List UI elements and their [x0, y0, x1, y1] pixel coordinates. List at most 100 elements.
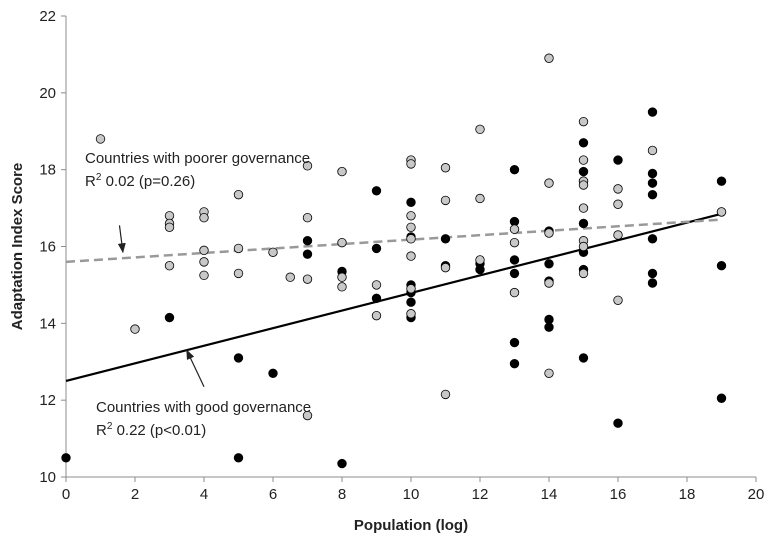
data-point — [544, 228, 554, 238]
x-tick-label: 2 — [131, 486, 139, 503]
data-point — [716, 176, 727, 186]
data-point — [233, 189, 244, 200]
data-point — [95, 134, 106, 144]
data-point — [647, 168, 658, 179]
data-point — [544, 259, 554, 269]
data-point — [302, 410, 313, 421]
data-point — [337, 458, 347, 469]
data-point — [647, 189, 658, 200]
data-point — [475, 124, 485, 135]
data-point — [578, 180, 589, 190]
data-point — [509, 237, 520, 248]
data-point — [647, 178, 658, 188]
data-point — [578, 268, 589, 279]
data-point — [647, 268, 658, 279]
data-point — [371, 310, 382, 321]
annotation-arrow — [117, 225, 126, 254]
data-point — [613, 155, 623, 165]
data-point — [406, 297, 416, 307]
data-point — [61, 453, 71, 463]
data-point — [440, 163, 451, 173]
data-point — [475, 255, 485, 265]
data-point — [647, 107, 658, 117]
data-point — [199, 270, 209, 281]
data-point — [578, 203, 589, 213]
data-point — [406, 159, 416, 169]
data-point — [578, 155, 589, 165]
data-point — [371, 186, 382, 196]
data-point — [406, 211, 416, 221]
data-point — [406, 234, 416, 244]
y-tick-label: 10 — [39, 469, 56, 486]
data-point — [716, 393, 727, 403]
annotation-text: R2 0.22 (p<0.01) — [96, 421, 206, 439]
data-point — [440, 195, 451, 206]
r-squared-label: R — [85, 173, 96, 190]
data-point — [164, 261, 175, 271]
x-tick-label: 8 — [338, 486, 346, 503]
data-point — [164, 222, 175, 232]
data-point — [578, 116, 589, 127]
data-point — [613, 184, 623, 194]
data-point — [544, 53, 554, 63]
data-point — [509, 224, 520, 234]
data-point — [406, 284, 416, 294]
x-axis-title: Population (log) — [354, 517, 468, 534]
data-point — [371, 243, 382, 254]
data-point — [509, 268, 520, 279]
data-point — [716, 207, 727, 217]
data-point — [509, 287, 520, 298]
data-point — [544, 178, 554, 188]
data-point — [164, 312, 175, 323]
data-point — [337, 272, 347, 282]
data-point — [406, 251, 416, 261]
data-point — [302, 249, 313, 259]
axes: 0 2 4 6 8 10 12 14 16 18 2010121416182022Populatio… — [9, 8, 764, 534]
data-point — [406, 309, 416, 319]
data-point — [233, 268, 244, 279]
data-point — [233, 243, 244, 254]
y-tick-label: 22 — [39, 8, 56, 25]
data-point — [199, 245, 209, 256]
data-point — [302, 161, 313, 171]
x-tick-label: 10 — [403, 486, 420, 503]
data-point — [285, 272, 295, 282]
data-point — [509, 358, 520, 369]
r-squared-superscript: 2 — [96, 172, 102, 183]
data-point — [613, 295, 623, 305]
x-tick-label: 0 — [62, 486, 70, 503]
data-point — [371, 280, 382, 290]
data-point — [440, 234, 451, 244]
x-tick-label: 12 — [472, 486, 489, 503]
data-point — [509, 337, 520, 348]
data-point — [337, 237, 347, 248]
x-tick-label: 20 — [748, 486, 765, 503]
data-point — [268, 247, 278, 257]
data-point — [613, 199, 623, 209]
data-point — [647, 145, 658, 156]
r-squared-value: 0.22 (p<0.01) — [112, 422, 206, 439]
x-tick-label: 14 — [541, 486, 558, 503]
data-point — [337, 282, 347, 292]
data-point — [475, 264, 485, 275]
annotation-text: Countries with good governance — [96, 399, 311, 416]
data-point — [509, 164, 520, 175]
y-tick-label: 18 — [39, 162, 56, 179]
r-squared-superscript: 2 — [107, 421, 113, 432]
data-point — [199, 257, 209, 267]
data-point — [440, 389, 451, 400]
data-point — [647, 234, 658, 244]
data-point — [233, 353, 244, 363]
data-point — [268, 368, 278, 378]
data-point — [233, 453, 244, 463]
x-tick-label: 16 — [610, 486, 627, 503]
y-axis-title: Adaptation Index Score — [9, 163, 26, 331]
r-squared-value: 0.02 (p=0.26) — [101, 173, 195, 190]
r-squared-label: R — [96, 422, 107, 439]
data-point — [544, 368, 554, 378]
data-point — [578, 138, 589, 148]
trendline-1 — [65, 218, 722, 264]
data-point — [371, 293, 382, 304]
